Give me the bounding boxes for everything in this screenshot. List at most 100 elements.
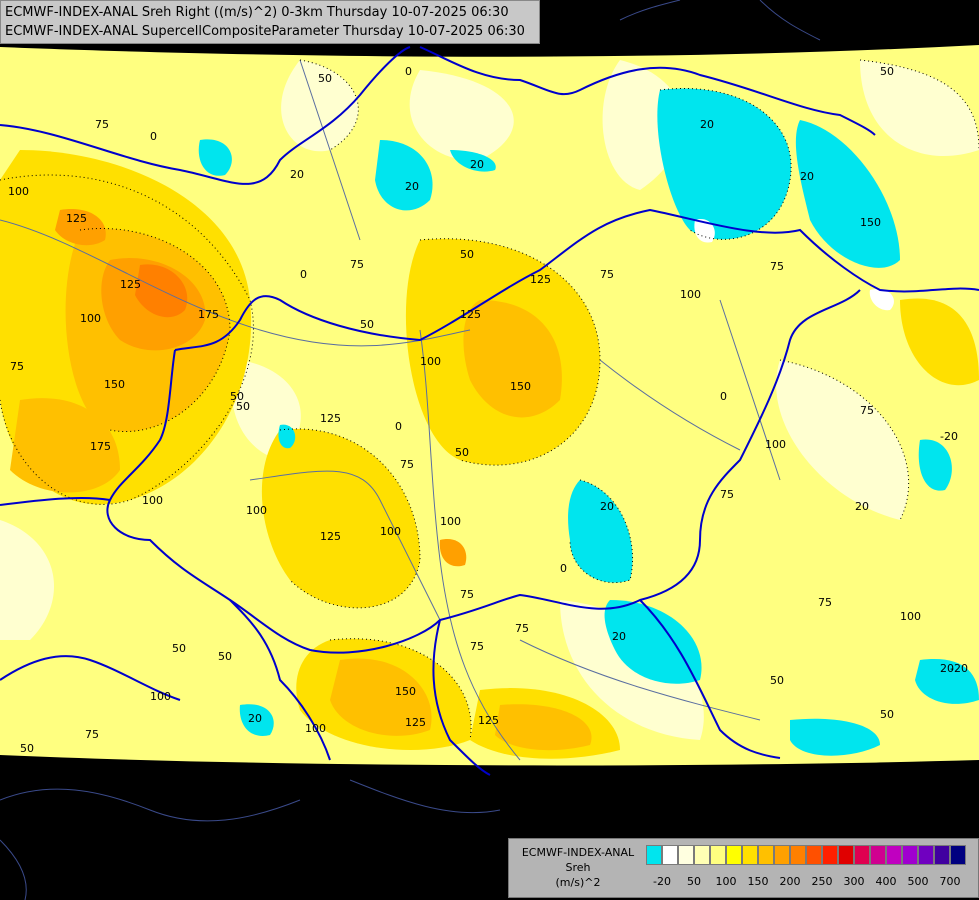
contour-label: 125 [320,530,341,543]
legend-swatch [662,845,678,865]
contour-label: 20 [470,158,484,171]
contour-label: 0 [560,562,567,575]
contour-label: 75 [770,260,784,273]
contour-label: 75 [818,596,832,609]
contour-label: 20 [248,712,262,725]
legend-tick-label: 200 [779,875,801,888]
contour-label: 50 [455,446,469,459]
title-line-2: ECMWF-INDEX-ANAL SupercellCompositeParam… [5,24,525,39]
low-sreh-zones [0,60,979,740]
contour-label: 75 [470,640,484,653]
legend-tick-label: 500 [907,875,929,888]
legend-tick-label: 700 [939,875,961,888]
legend-tick-label: -20 [653,875,671,888]
legend-swatch [678,845,694,865]
contour-label: 75 [95,118,109,131]
contour-label: 100 [142,494,163,507]
contour-label: 75 [85,728,99,741]
contour-label: 125 [66,212,87,225]
contour-lines [0,59,979,741]
contour-label: 100 [246,504,267,517]
contour-label: 20 [940,662,954,675]
contour-label: 20 [600,500,614,513]
legend-swatch [854,845,870,865]
legend-swatch [934,845,950,865]
contour-label: 75 [860,404,874,417]
legend-swatch [758,845,774,865]
contour-label: 100 [305,722,326,735]
contour-label: 50 [172,642,186,655]
contour-label: 100 [900,610,921,623]
legend-swatches [646,845,966,865]
contour-label: 50 [318,72,332,85]
legend-variable: Sreh [565,861,591,874]
legend-tick-label: 400 [875,875,897,888]
legend-swatch [902,845,918,865]
contour-label: 75 [10,360,24,373]
contour-label: 75 [350,258,364,271]
contour-label: 20 [405,180,419,193]
legend-swatch [726,845,742,865]
white-zones [694,219,894,311]
contour-label: 50 [218,650,232,663]
contour-label: 0 [720,390,727,403]
contour-label: 125 [320,412,341,425]
contour-label: 20 [612,630,626,643]
contour-label: 125 [120,278,141,291]
contour-label: 125 [530,273,551,286]
legend-swatch [790,845,806,865]
contour-label: 100 [150,690,171,703]
outside-domain-borders [0,0,821,900]
legend-swatch [710,845,726,865]
contour-label: 50 [230,390,244,403]
color-legend: ECMWF-INDEX-ANAL Sreh (m/s)^2 -20 50 100 15… [508,838,979,898]
contour-label: 100 [80,312,101,325]
legend-swatch [694,845,710,865]
contour-label: 50 [236,400,250,413]
contour-label: 150 [104,378,125,391]
contour-label: 20 [290,168,304,181]
contour-label: 150 [860,216,881,229]
contour-labels: 0000002020202020202020202050505050505050… [8,65,968,755]
legend-tick-label: 50 [687,875,701,888]
contour-label: 100 [765,438,786,451]
contour-label: 50 [880,65,894,78]
contour-label: 50 [460,248,474,261]
legend-tick-label: 300 [843,875,865,888]
contour-label: 100 [420,355,441,368]
contour-label: 175 [198,308,219,321]
contour-label: 50 [880,708,894,721]
legend-swatch [806,845,822,865]
rivers [0,59,781,761]
legend-tick-label: 250 [811,875,833,888]
legend-model: ECMWF-INDEX-ANAL [521,846,635,859]
contour-label: 100 [380,525,401,538]
contour-label: 75 [600,268,614,281]
contour-label: -20 [940,430,958,443]
contour-label: -20 [950,662,968,675]
legend-swatch [742,845,758,865]
contour-label: 75 [460,588,474,601]
country-borders [0,46,979,776]
legend-tick-label: 150 [747,875,769,888]
legend-tick-label: 100 [715,875,737,888]
contour-label: 0 [405,65,412,78]
contour-label: 75 [515,622,529,635]
contour-label: 50 [20,742,34,755]
legend-swatch [646,845,662,865]
contour-label: 50 [770,674,784,687]
contour-label: 0 [395,420,402,433]
contour-label: 125 [405,716,426,729]
map-title-box: ECMWF-INDEX-ANAL Sreh Right ((m/s)^2) 0-… [0,0,540,44]
contour-label: 100 [440,515,461,528]
legend-ticks: -20 50 100 150 200 250 300 400 500 700 [646,875,976,889]
negative-sreh-zones [198,88,979,756]
legend-swatch [822,845,838,865]
contour-label: 125 [478,714,499,727]
title-line-1: ECMWF-INDEX-ANAL Sreh Right ((m/s)^2) 0-… [5,5,509,20]
legend-swatch [886,845,902,865]
contour-label: 20 [855,500,869,513]
contour-label: 75 [720,488,734,501]
legend-swatch [950,845,966,865]
